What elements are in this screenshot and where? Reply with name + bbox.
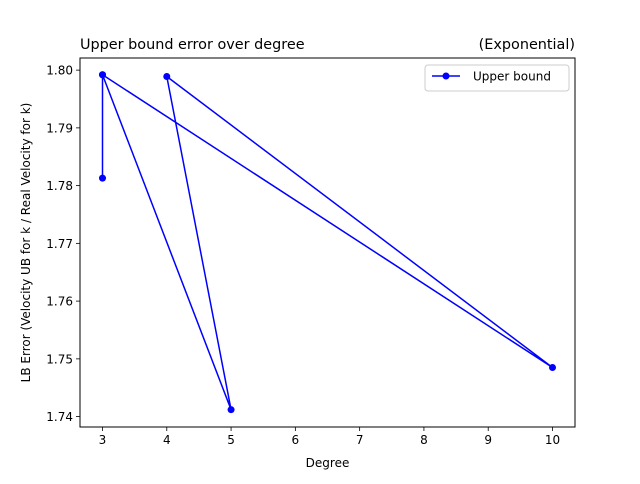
x-tick-label: 9 bbox=[484, 433, 492, 447]
legend-box bbox=[424, 64, 570, 92]
data-point bbox=[549, 364, 556, 372]
chart-subtitle: (Exponential) bbox=[479, 37, 575, 53]
x-tick-label: 10 bbox=[545, 433, 560, 447]
data-point bbox=[227, 406, 235, 414]
legend-label: Upper bound bbox=[473, 70, 551, 84]
y-tick-label: 1.75 bbox=[46, 352, 73, 366]
x-axis-label: Degree bbox=[306, 456, 350, 470]
x-tick-label: 7 bbox=[356, 433, 364, 447]
y-tick-label: 1.74 bbox=[46, 410, 73, 424]
series-line-upper-bound bbox=[101, 74, 554, 411]
data-point bbox=[163, 72, 171, 80]
data-point bbox=[99, 174, 106, 182]
x-tick-label: 6 bbox=[292, 433, 300, 447]
x-tick-label: 4 bbox=[163, 433, 171, 447]
legend-marker bbox=[442, 72, 450, 80]
data-point bbox=[99, 71, 106, 79]
chart-title: Upper bound error over degree bbox=[80, 37, 305, 53]
y-tick-label: 1.80 bbox=[46, 64, 73, 78]
y-tick-label: 1.78 bbox=[46, 179, 73, 193]
y-tick-label: 1.79 bbox=[46, 121, 73, 135]
y-tick-label: 1.76 bbox=[46, 295, 73, 309]
legend: Upper bound bbox=[424, 64, 570, 92]
x-tick-label: 3 bbox=[99, 433, 107, 447]
y-axis-label: LB Error (Velocity UB for k / Real Veloc… bbox=[19, 103, 33, 383]
y-tick-label: 1.77 bbox=[46, 237, 73, 251]
axes-frame bbox=[79, 57, 576, 428]
x-tick-label: 8 bbox=[420, 433, 428, 447]
x-tick-label: 5 bbox=[227, 433, 235, 447]
axes: 3 4 5 6 7 8 9 10 1.74 1.75 1.76 1.77 1.78 1.79 1.80 bbox=[46, 64, 560, 447]
plot-area bbox=[99, 71, 556, 414]
